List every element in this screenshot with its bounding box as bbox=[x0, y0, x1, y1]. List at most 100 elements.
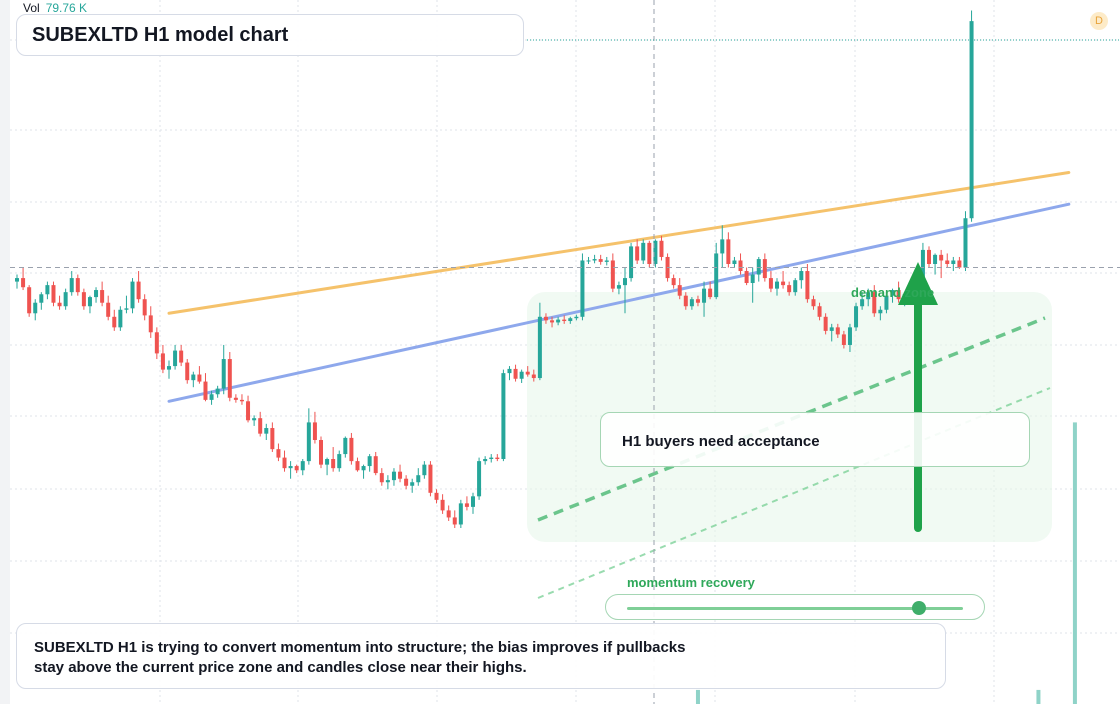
candle bbox=[440, 494, 445, 514]
candle bbox=[513, 364, 518, 382]
candle-body bbox=[21, 278, 26, 288]
candle-body bbox=[148, 315, 153, 333]
candle-body bbox=[45, 285, 50, 295]
candle bbox=[300, 459, 305, 476]
candle-body bbox=[300, 461, 305, 471]
candle bbox=[744, 267, 749, 286]
volume-bar bbox=[695, 689, 700, 704]
candle bbox=[890, 288, 895, 303]
candle bbox=[215, 385, 220, 398]
candle-body bbox=[896, 290, 901, 300]
momentum-rail bbox=[627, 607, 963, 610]
candle bbox=[823, 313, 828, 335]
candle-body bbox=[860, 299, 865, 307]
candle-body bbox=[343, 437, 348, 455]
candle bbox=[750, 267, 755, 303]
candle bbox=[793, 278, 798, 296]
candle bbox=[361, 464, 366, 479]
candle-body bbox=[142, 299, 147, 316]
candle-body bbox=[39, 294, 44, 303]
candle-body bbox=[124, 308, 129, 310]
candle bbox=[775, 278, 779, 296]
candle-body bbox=[75, 278, 80, 293]
candle bbox=[458, 499, 463, 528]
candle bbox=[659, 235, 664, 261]
candle-body bbox=[641, 242, 646, 261]
candle-body bbox=[531, 374, 536, 379]
candle-body bbox=[440, 499, 445, 511]
candle bbox=[629, 242, 634, 282]
candle bbox=[404, 475, 409, 490]
candle-body bbox=[385, 480, 390, 483]
candle-body bbox=[884, 295, 889, 310]
candle bbox=[391, 468, 396, 486]
candle-body bbox=[525, 371, 530, 375]
candle-body bbox=[331, 459, 336, 469]
candle bbox=[15, 274, 19, 289]
candle-body bbox=[689, 299, 694, 307]
candle bbox=[495, 454, 500, 462]
candle bbox=[233, 394, 238, 403]
candle bbox=[282, 450, 287, 472]
candle bbox=[550, 316, 555, 328]
candle bbox=[866, 288, 871, 307]
candle-body bbox=[458, 503, 463, 525]
candle bbox=[683, 292, 688, 310]
candle bbox=[422, 461, 427, 479]
candle-body bbox=[306, 422, 311, 462]
candle-body bbox=[847, 327, 852, 345]
candle bbox=[568, 316, 573, 324]
candle-body bbox=[507, 368, 512, 374]
summary-note: SUBEXLTD H1 is trying to convert momentu… bbox=[16, 623, 946, 689]
candle-body bbox=[556, 319, 561, 323]
candle-body bbox=[586, 260, 591, 262]
candle-body bbox=[720, 239, 725, 254]
candle-body bbox=[574, 316, 579, 319]
candle bbox=[623, 267, 627, 314]
candle bbox=[112, 309, 117, 331]
candle bbox=[671, 274, 676, 289]
candle bbox=[446, 505, 451, 521]
candle-body bbox=[738, 260, 743, 272]
volume-readout: Vol 79.76 K bbox=[23, 1, 87, 15]
candle bbox=[276, 443, 281, 462]
candle-body bbox=[100, 290, 105, 303]
candle-body bbox=[957, 260, 962, 268]
candle-body bbox=[477, 461, 482, 497]
candle-body bbox=[781, 281, 786, 286]
candle bbox=[604, 256, 609, 266]
candle-body bbox=[130, 281, 135, 309]
candle-body bbox=[732, 260, 737, 264]
candle bbox=[434, 489, 439, 504]
candle-body bbox=[288, 466, 293, 469]
candle bbox=[258, 411, 263, 437]
candle-body bbox=[252, 418, 257, 421]
candle-body bbox=[829, 327, 834, 331]
candle-body bbox=[404, 478, 409, 486]
candle-body bbox=[215, 388, 220, 395]
candle bbox=[598, 254, 603, 265]
candle bbox=[556, 316, 561, 326]
candle-body bbox=[562, 319, 567, 322]
candle bbox=[963, 211, 968, 272]
candle bbox=[410, 478, 415, 493]
candle-body bbox=[422, 464, 427, 476]
dividend-flag-icon[interactable]: D bbox=[1090, 12, 1108, 30]
candle-body bbox=[33, 302, 38, 314]
acceptance-callout: H1 buyers need acceptance bbox=[600, 412, 1030, 467]
candle-body bbox=[452, 517, 457, 525]
candle-body bbox=[762, 259, 767, 279]
candle bbox=[884, 292, 889, 314]
candle bbox=[51, 281, 56, 307]
candle bbox=[173, 344, 178, 370]
candle bbox=[239, 394, 244, 405]
candle-body bbox=[799, 271, 804, 281]
candle-body bbox=[154, 332, 159, 354]
candle-body bbox=[179, 350, 184, 363]
candle bbox=[246, 395, 251, 423]
candle-body bbox=[15, 278, 19, 282]
candle bbox=[45, 281, 50, 300]
candle-body bbox=[537, 316, 542, 379]
candle bbox=[799, 267, 804, 289]
